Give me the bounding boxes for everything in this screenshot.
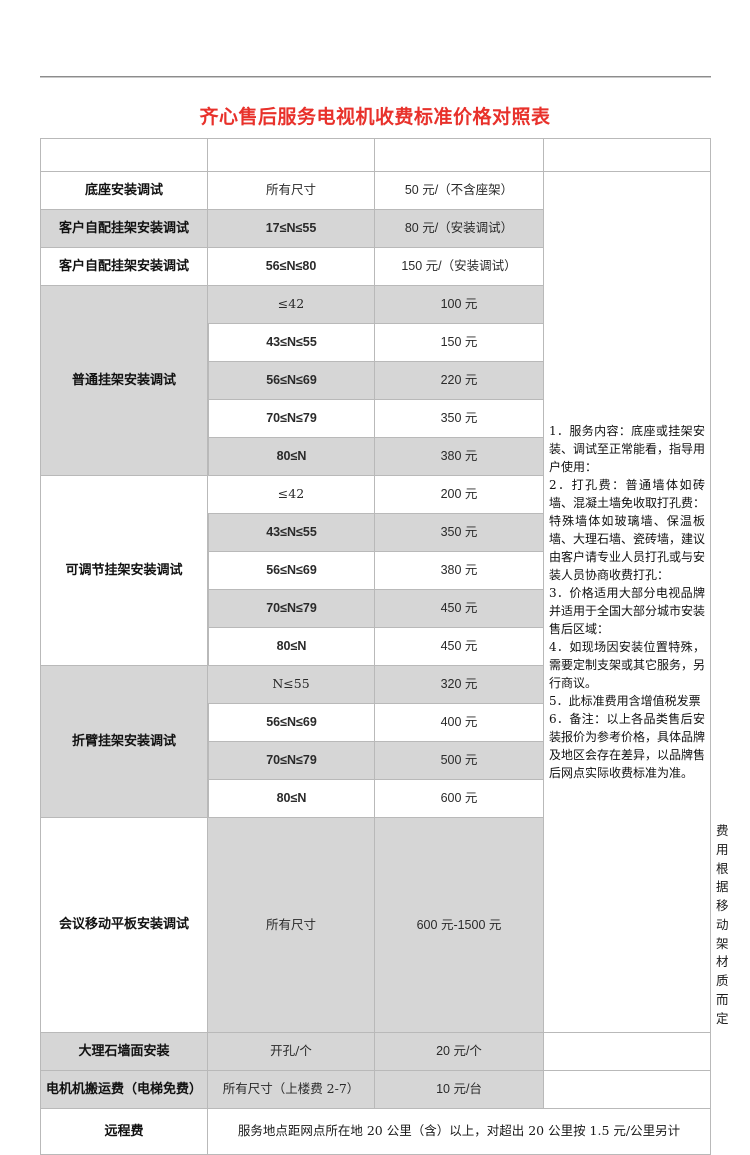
cell-price: 600 元-1500 元 xyxy=(375,818,544,1034)
cell-price: 100 元 xyxy=(375,286,544,324)
cell-remarks: 1．服务内容：底座或挂架安装、调试至正常能看，指导用户使用： 2．打孔费：普通墙… xyxy=(544,172,711,1034)
price-comparison-table: 安装类型 适用规格（尺寸） 收费标准（元/台） 备注 底座安装调试 所有尺寸 5… xyxy=(40,138,729,1155)
column-header-install-type: 安装类型 xyxy=(40,138,208,172)
table-body: 底座安装调试 所有尺寸 50 元/（不含座架） 1．服务内容：底座或挂架安装、调… xyxy=(40,172,729,1155)
cell-price: 200 元 xyxy=(375,476,544,514)
table-header-row: 安装类型 适用规格（尺寸） 收费标准（元/台） 备注 xyxy=(40,138,711,172)
table-row: 56≤N≤69 380 元 xyxy=(40,552,711,590)
cell-spec: 70≤N≤79 xyxy=(208,590,375,628)
cell-spec: 17≤N≤55 xyxy=(208,210,375,248)
column-header-price: 收费标准（元/台） xyxy=(375,138,544,172)
cell-price: 350 元 xyxy=(375,514,544,552)
cell-spec: 所有尺寸（上楼费 2-7） xyxy=(208,1071,375,1110)
cell-price: 450 元 xyxy=(375,628,544,666)
remark-item-6: 6．备注：以上各品类售后安装报价为参考价格，具体品牌及地区会存在差异，以品牌售后… xyxy=(549,712,706,781)
cell-category: 远程费 xyxy=(40,1109,208,1155)
table-row: 远程费 服务地点距网点所在地 20 公里（含）以上，对超出 20 公里按 1.5… xyxy=(40,1109,711,1155)
cell-spec: N≤55 xyxy=(208,666,375,704)
cell-price: 80 元/（安装调试） xyxy=(375,210,544,248)
cell-price: 600 元 xyxy=(375,780,544,818)
table-row: 80≤N 450 元 xyxy=(40,628,711,666)
cell-price: 450 元 xyxy=(375,590,544,628)
cell-remote-fee-text: 服务地点距网点所在地 20 公里（含）以上，对超出 20 公里按 1.5 元/公… xyxy=(208,1109,711,1155)
cell-category-group: 折臂挂架安装调试 xyxy=(40,666,208,818)
table-row: 56≤N≤69 220 元 xyxy=(40,362,711,400)
table-row: 43≤N≤55 150 元 xyxy=(40,324,711,362)
cell-category-group: 普通挂架安装调试 xyxy=(40,286,208,476)
cell-category-group: 可调节挂架安装调试 xyxy=(40,476,208,666)
table-row: 电机机搬运费（电梯免费） 所有尺寸（上楼费 2-7） 10 元/台 xyxy=(40,1071,711,1110)
cell-spec: ≤42 xyxy=(208,286,375,324)
cell-spec: 56≤N≤69 xyxy=(208,362,375,400)
cell-spec: ≤42 xyxy=(208,476,375,514)
cell-spec: 80≤N xyxy=(208,438,375,476)
table-header: 安装类型 适用规格（尺寸） 收费标准（元/台） 备注 xyxy=(40,138,711,172)
remark-item-3: 3．价格适用大部分电视品牌并适用于全国大部分城市安装售后区域： xyxy=(549,586,706,637)
cell-category: 会议移动平板安装调试 xyxy=(40,818,208,1034)
cell-category: 客户自配挂架安装调试 xyxy=(40,210,208,248)
remark-item-5: 5．此标准费用含增值税发票 xyxy=(549,694,701,709)
cell-price: 150 元/（安装调试） xyxy=(375,248,544,286)
table-row: 普通挂架安装调试 ≤42 100 元 xyxy=(40,286,711,476)
cell-price: 380 元 xyxy=(375,552,544,590)
page-root: 齐心售后服务电视机收费标准价格对照表 安装类型 适用规格（尺寸） 收费标准（元/… xyxy=(40,76,729,1155)
cell-spec: 56≤N≤80 xyxy=(208,248,375,286)
cell-price: 320 元 xyxy=(375,666,544,704)
cell-spec: 43≤N≤55 xyxy=(208,324,375,362)
cell-spec: 70≤N≤79 xyxy=(208,400,375,438)
column-header-remarks: 备注 xyxy=(544,138,711,172)
cell-price: 380 元 xyxy=(375,438,544,476)
cell-spec: 开孔/个 xyxy=(208,1033,375,1072)
cell-spec: 43≤N≤55 xyxy=(208,514,375,552)
page-title: 齐心售后服务电视机收费标准价格对照表 xyxy=(199,106,551,128)
cell-category: 电机机搬运费（电梯免费） xyxy=(40,1071,208,1110)
table-row: 80≤N 600 元 xyxy=(40,780,711,818)
table-row: 底座安装调试 所有尺寸 50 元/（不含座架） 1．服务内容：底座或挂架安装、调… xyxy=(40,172,711,1034)
cell-price: 150 元 xyxy=(375,324,544,362)
cell-price: 20 元/个 xyxy=(375,1033,544,1072)
cell-note xyxy=(544,1071,711,1110)
table-row: 70≤N≤79 500 元 xyxy=(40,742,711,780)
column-header-spec: 适用规格（尺寸） xyxy=(208,138,375,172)
remark-item-4: 4．如现场因安装位置特殊，需要定制支架或其它服务，另行商议。 xyxy=(549,640,706,691)
table-row: 会议移动平板安装调试 所有尺寸 600 元-1500 元 费用根据移动架材质而定 xyxy=(40,818,729,1034)
cell-price: 220 元 xyxy=(375,362,544,400)
cell-spec: 70≤N≤79 xyxy=(208,742,375,780)
cell-note xyxy=(544,1033,711,1072)
table-row: 70≤N≤79 450 元 xyxy=(40,590,711,628)
table-row: 客户自配挂架安装调试 56≤N≤80 150 元/（安装调试） xyxy=(40,248,711,286)
cell-category: 大理石墙面安装 xyxy=(40,1033,208,1072)
cell-category: 客户自配挂架安装调试 xyxy=(40,248,208,286)
cell-spec: 所有尺寸 xyxy=(208,172,375,210)
cell-spec: 56≤N≤69 xyxy=(208,552,375,590)
cell-spec: 80≤N xyxy=(208,628,375,666)
table-row: 70≤N≤79 350 元 xyxy=(40,400,711,438)
cell-price: 10 元/台 xyxy=(375,1071,544,1110)
cell-spec: 56≤N≤69 xyxy=(208,704,375,742)
table-row: 43≤N≤55 350 元 xyxy=(40,514,711,552)
table-row: 56≤N≤69 400 元 xyxy=(40,704,711,742)
table-row: 80≤N 380 元 xyxy=(40,438,711,476)
remark-item-1: 1．服务内容：底座或挂架安装、调试至正常能看，指导用户使用： xyxy=(549,424,706,475)
cell-price: 350 元 xyxy=(375,400,544,438)
table-row: 可调节挂架安装调试 ≤42 200 元 xyxy=(40,476,711,666)
cell-price: 500 元 xyxy=(375,742,544,780)
cell-category: 底座安装调试 xyxy=(40,172,208,210)
table-row: 折臂挂架安装调试 N≤55 320 元 xyxy=(40,666,711,818)
table-row: 大理石墙面安装 开孔/个 20 元/个 xyxy=(40,1033,711,1072)
cell-spec: 所有尺寸 xyxy=(208,818,375,1034)
cell-spec: 80≤N xyxy=(208,780,375,818)
top-divider-rule xyxy=(40,76,711,78)
table-row: 客户自配挂架安装调试 17≤N≤55 80 元/（安装调试） xyxy=(40,210,711,248)
remark-item-2: 2．打孔费：普通墙体如砖墙、混凝土墙免收取打孔费：特殊墙体如玻璃墙、保温板墙、大… xyxy=(549,478,706,583)
cell-price: 400 元 xyxy=(375,704,544,742)
cell-price: 50 元/（不含座架） xyxy=(375,172,544,210)
